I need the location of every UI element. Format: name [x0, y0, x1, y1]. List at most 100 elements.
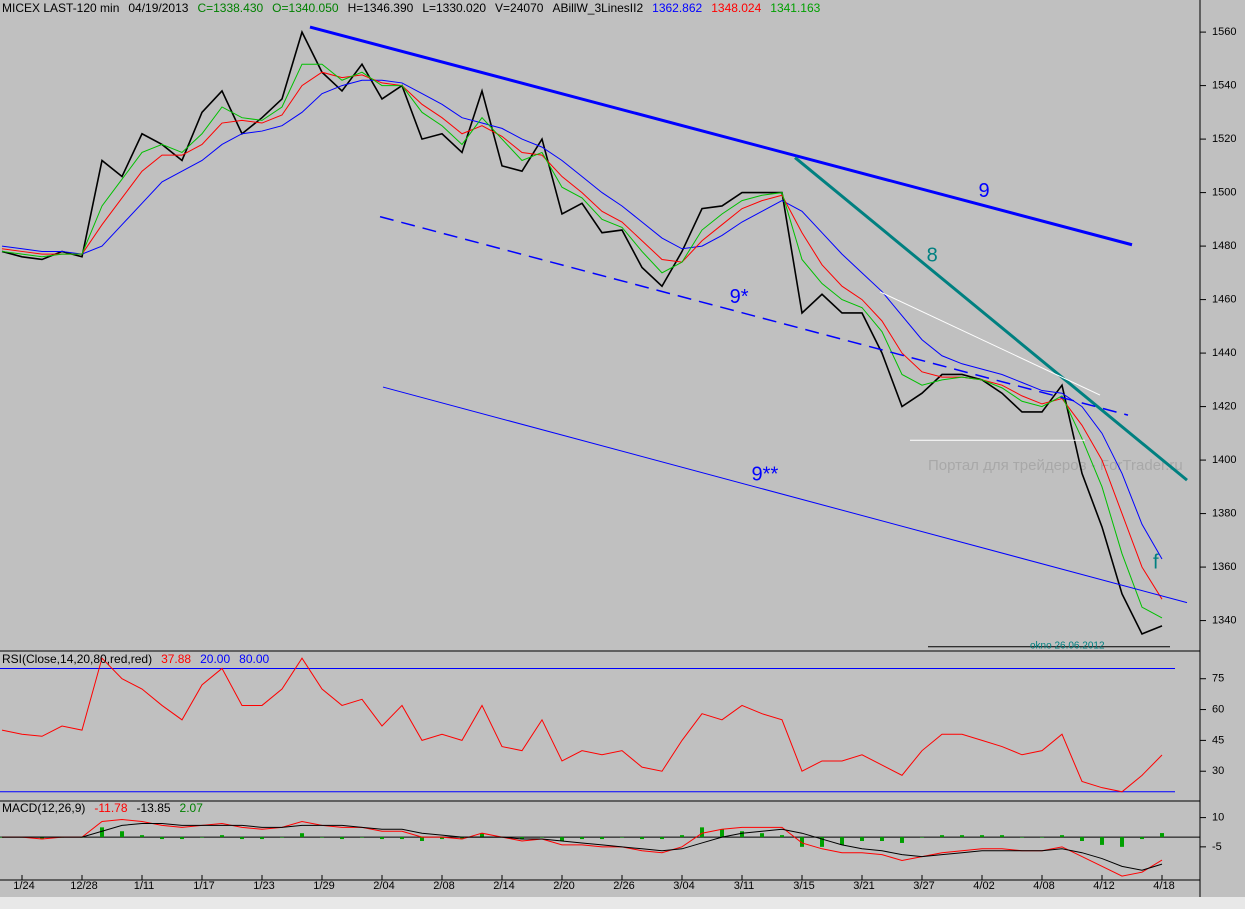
histogram-bar	[760, 833, 764, 838]
header-item: 2.07	[179, 801, 203, 815]
header-item: L=1330.020	[422, 1, 487, 15]
histogram-bar	[120, 831, 124, 838]
macd-header: MACD(12,26,9) -11.78 -13.85 2.07	[2, 801, 212, 815]
header-item: MICEX LAST-120 min	[2, 1, 120, 15]
y-tick-label: 1520	[1212, 133, 1236, 145]
histogram-bar	[420, 837, 424, 841]
x-tick-label: 2/14	[493, 880, 514, 892]
trend-line	[794, 156, 1188, 482]
histogram-bar	[200, 837, 204, 838]
y-tick-label: 1460	[1212, 293, 1236, 305]
y-tick-label: 1420	[1212, 400, 1236, 412]
histogram-bar	[1000, 835, 1004, 838]
histogram-bar	[1040, 837, 1044, 838]
histogram-bar	[360, 837, 364, 838]
histogram-bar	[560, 837, 564, 841]
histogram-bar	[1160, 833, 1164, 838]
trend-label: 8	[927, 245, 938, 267]
histogram-bar	[940, 835, 944, 838]
histogram-bar	[980, 835, 984, 838]
trend-label: 9	[978, 180, 989, 202]
x-tick-label: 3/04	[673, 880, 694, 892]
header-item: 80.00	[239, 652, 270, 666]
histogram-bar	[280, 837, 284, 838]
histogram-bar	[1120, 837, 1124, 847]
histogram-bar	[40, 837, 44, 840]
y-tick-label: 1380	[1212, 507, 1236, 519]
y-tick-label: -5	[1212, 841, 1222, 853]
histogram-bar	[460, 837, 464, 840]
trend-label: 9*	[730, 286, 749, 308]
header-item: RSI(Close,14,20,80,red,red)	[2, 652, 153, 666]
trend-line	[879, 291, 1101, 396]
header-item: ABillW_3LinesII2	[552, 1, 644, 15]
histogram-bar	[260, 837, 264, 840]
y-tick-label: 1440	[1212, 347, 1236, 359]
x-tick-label: 1/23	[253, 880, 274, 892]
y-tick-label: 1340	[1212, 614, 1236, 626]
y-tick-label: 1500	[1212, 186, 1236, 198]
histogram-bar	[540, 837, 544, 838]
histogram-bar	[300, 833, 304, 838]
header-item: 1348.024	[711, 1, 762, 15]
x-tick-label: 1/17	[193, 880, 214, 892]
histogram-bar	[740, 831, 744, 838]
header-item: 1341.163	[770, 1, 821, 15]
series-line	[2, 822, 1163, 871]
histogram-bar	[680, 835, 684, 838]
histogram-bar	[640, 837, 644, 840]
header-item: 20.00	[200, 652, 231, 666]
histogram-bar	[700, 827, 704, 838]
histogram-bar	[340, 837, 344, 840]
histogram-bar	[880, 837, 884, 841]
histogram-bar	[900, 837, 904, 843]
header-item: O=1340.050	[272, 1, 339, 15]
histogram-bar	[400, 837, 404, 840]
x-tick-label: 3/15	[793, 880, 814, 892]
y-tick-label: 1560	[1212, 26, 1236, 38]
x-tick-label: 1/11	[134, 880, 155, 892]
header-item: H=1346.390	[347, 1, 414, 15]
scroll-strip	[0, 897, 1245, 909]
x-tick-label: 2/04	[373, 880, 394, 892]
y-tick-label: 1400	[1212, 454, 1236, 466]
price-header: MICEX LAST-120 min 04/19/2013 C=1338.430 O=…	[2, 1, 829, 15]
y-tick-label: 30	[1212, 765, 1224, 777]
histogram-bar	[1140, 837, 1144, 840]
histogram-bar	[860, 837, 864, 841]
histogram-bar	[660, 837, 664, 840]
histogram-bar	[100, 827, 104, 838]
y-tick-label: 10	[1212, 812, 1224, 824]
header-item: C=1338.430	[197, 1, 264, 15]
y-tick-label: 1360	[1212, 561, 1236, 573]
y-tick-label: 1540	[1212, 80, 1236, 92]
histogram-bar	[1080, 837, 1084, 841]
header-item: V=24070	[495, 1, 544, 15]
series-line	[1, 29, 1163, 635]
histogram-bar	[180, 837, 184, 840]
trend-line	[382, 386, 1188, 604]
rsi-header: RSI(Close,14,20,80,red,red) 37.88 20.00 80.…	[2, 652, 278, 666]
y-tick-label: 60	[1212, 703, 1224, 715]
header-item: -13.85	[136, 801, 171, 815]
x-tick-label: 3/11	[734, 880, 755, 892]
x-tick-label: 3/27	[913, 880, 934, 892]
header-item: -11.78	[94, 801, 128, 815]
histogram-bar	[480, 833, 484, 838]
histogram-bar	[820, 837, 824, 847]
x-tick-label: 2/26	[613, 880, 634, 892]
x-tick-label: 1/24	[13, 880, 34, 892]
x-tick-label: 4/18	[1153, 880, 1174, 892]
x-tick-label: 2/20	[553, 880, 574, 892]
watermark: Портал для трейдеров - ForTrader.ru	[928, 457, 1183, 474]
header-item: 1362.862	[652, 1, 703, 15]
y-tick-label: 45	[1212, 734, 1224, 746]
y-tick-label: 75	[1212, 673, 1224, 685]
histogram-bar	[1060, 835, 1064, 838]
trend-line	[309, 25, 1133, 247]
series-line	[2, 819, 1163, 877]
histogram-bar	[600, 837, 604, 840]
header-item: 04/19/2013	[128, 1, 189, 15]
